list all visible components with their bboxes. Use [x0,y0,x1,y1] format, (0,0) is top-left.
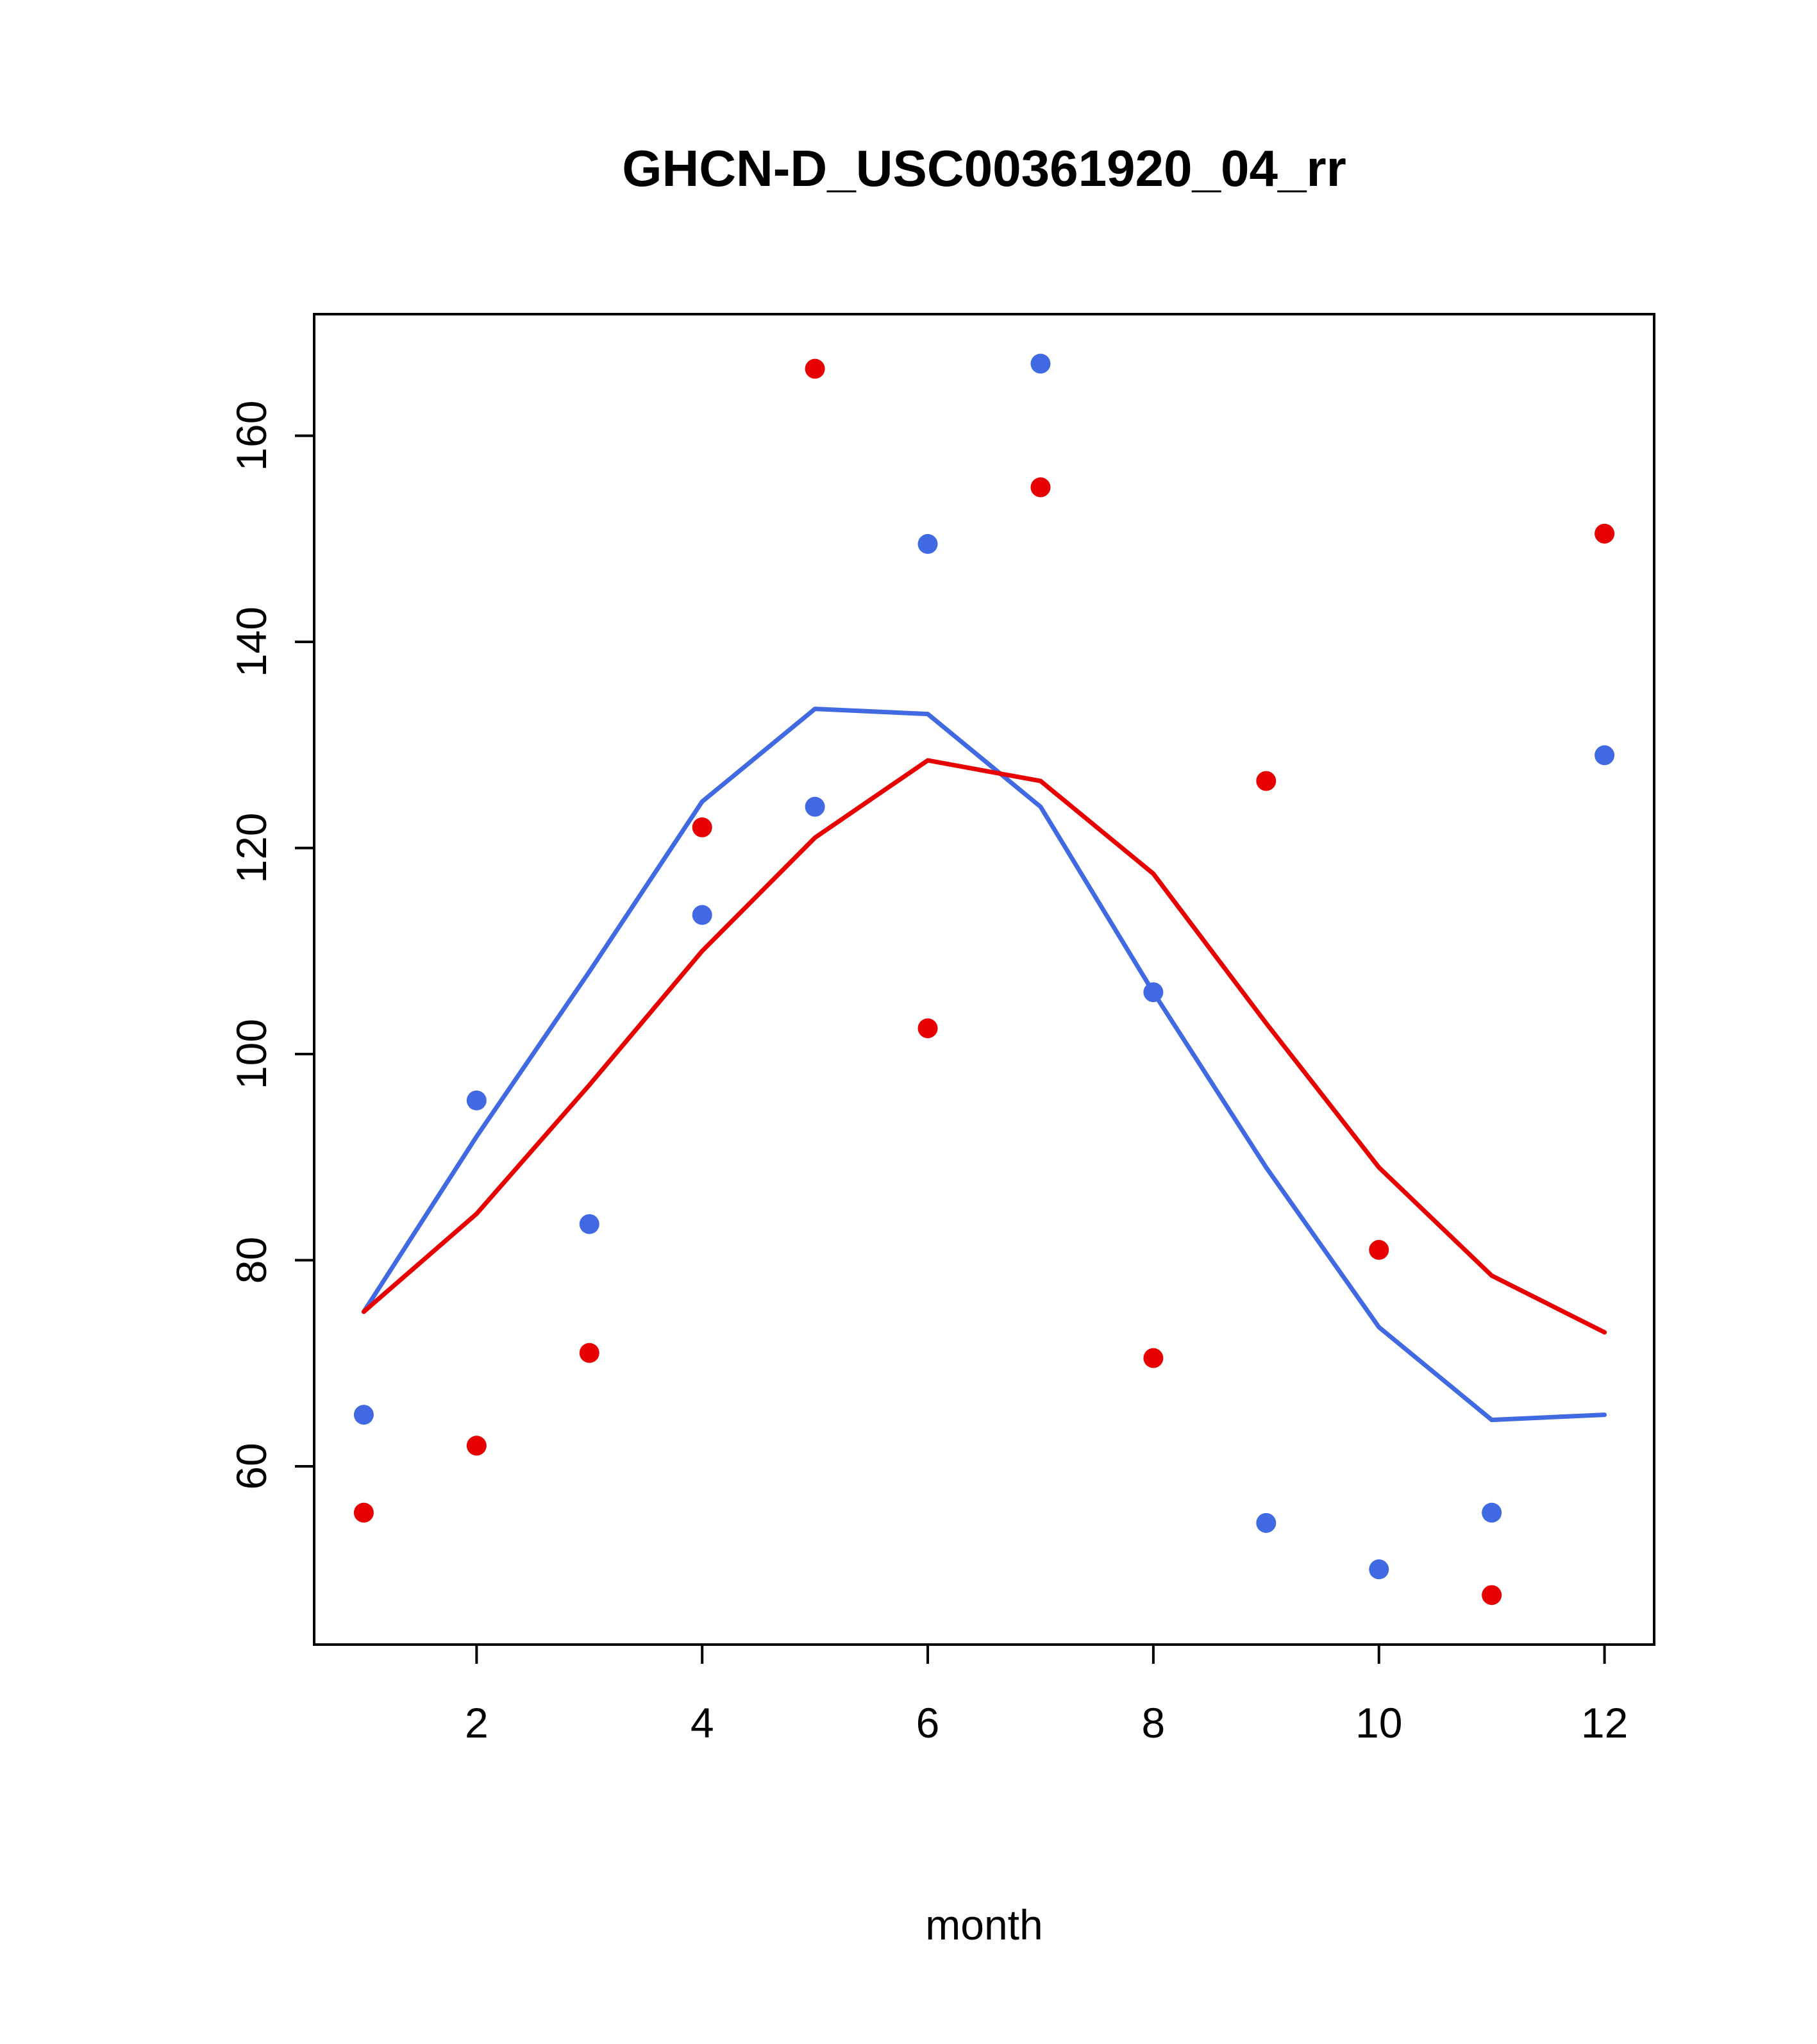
x-axis-label: month [925,1901,1042,1948]
blue-point [1369,1559,1389,1580]
y-tick-label: 160 [228,401,275,471]
red-point [805,358,825,379]
blue-point [692,905,712,925]
x-tick-label: 10 [1355,1699,1402,1747]
y-tick-label: 80 [228,1237,275,1284]
blue-point [353,1405,374,1425]
series-lines [361,707,1607,1423]
plot-box [313,313,1655,1646]
blue-point [466,1090,487,1110]
y-tick-label: 100 [228,1019,275,1089]
red-point [1256,771,1277,791]
red-point [579,1343,599,1363]
blue-point [1030,353,1051,374]
blue-point [1482,1502,1502,1523]
chart-title: GHCN-D_USC00361920_04_rr [622,140,1346,197]
blue-point [917,533,938,554]
x-tick-label: 4 [691,1699,714,1747]
x-tick-label: 6 [916,1699,940,1747]
red-point [917,1018,938,1039]
red-point [1482,1585,1502,1605]
blue-point [805,796,825,817]
y-tick-label: 140 [228,607,275,677]
x-tick-label: 2 [465,1699,489,1747]
red-point [1595,523,1615,544]
y-tick-label: 120 [228,813,275,884]
blue-line [361,707,1607,1423]
blue-point [1143,982,1164,1003]
tick-labels: 2 4 6 8 10 12 60 80 100 120 140 160 [228,401,1628,1747]
tick-marks [295,434,1606,1664]
red-point [466,1436,487,1456]
y-tick-label: 60 [228,1443,275,1489]
x-tick-label: 8 [1142,1699,1166,1747]
red-point [1369,1239,1389,1260]
blue-point [579,1214,599,1234]
x-tick-label: 12 [1581,1699,1628,1747]
red-point [1143,1348,1164,1368]
red-point [1030,477,1051,498]
blue-point [1256,1512,1277,1533]
series-points [353,353,1615,1605]
red-line [361,758,1607,1335]
red-point [692,817,712,837]
red-point [353,1502,374,1523]
blue-point [1595,745,1615,766]
